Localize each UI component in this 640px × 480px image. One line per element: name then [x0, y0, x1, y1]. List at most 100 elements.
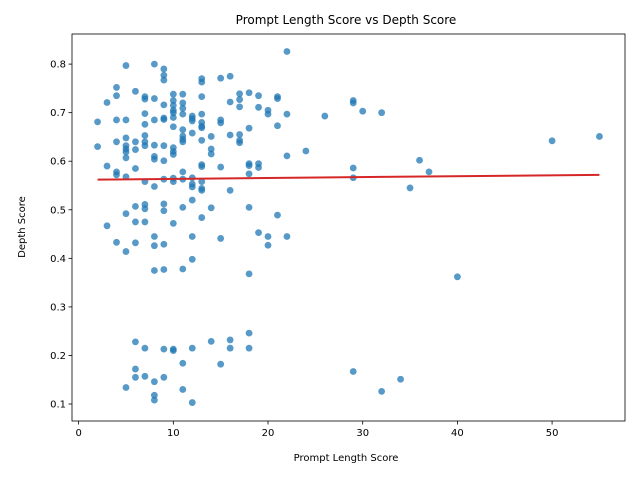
data-point [150, 60, 158, 68]
y-tick-label: 0.5 [50, 205, 66, 216]
data-point [188, 183, 196, 191]
data-point [122, 154, 130, 162]
data-point [236, 90, 244, 98]
data-point [141, 344, 149, 352]
data-point [150, 141, 158, 149]
data-point [150, 233, 158, 240]
data-point [198, 163, 206, 170]
x-tick-label: 40 [451, 428, 464, 439]
data-point [198, 136, 206, 144]
data-point [150, 267, 158, 274]
data-point [169, 347, 177, 354]
data-point [169, 151, 177, 158]
data-point [122, 134, 130, 142]
data-point [217, 360, 225, 368]
trend-line [97, 173, 600, 181]
data-point [264, 241, 272, 249]
data-point [255, 164, 262, 171]
data-point [179, 138, 187, 146]
data-point [141, 95, 149, 103]
data-point [150, 242, 158, 250]
x-axis-label: Prompt Length Score [294, 453, 399, 464]
data-point [198, 110, 206, 118]
data-point [179, 126, 187, 134]
data-point [179, 203, 187, 211]
data-point [103, 222, 111, 230]
data-point [255, 103, 262, 111]
data-point [141, 110, 149, 118]
data-point [169, 90, 177, 98]
data-point [302, 147, 310, 155]
y-tick-label: 0.3 [50, 302, 66, 313]
data-point [113, 171, 120, 179]
data-point [217, 235, 225, 242]
data-point [207, 204, 215, 212]
data-point [103, 99, 111, 106]
data-point [226, 98, 234, 106]
data-point [217, 119, 225, 127]
data-point [264, 233, 272, 240]
data-point [188, 233, 196, 240]
data-point [169, 109, 177, 117]
data-point [160, 200, 168, 208]
data-point [548, 137, 556, 145]
y-tick-label: 0.2 [50, 351, 66, 362]
data-point [236, 131, 244, 138]
data-point [160, 266, 168, 273]
x-tick-label: 20 [262, 428, 275, 439]
data-point [160, 157, 168, 165]
data-point [132, 218, 139, 226]
y-tick-label: 0.7 [50, 108, 66, 119]
data-point [198, 186, 206, 194]
data-point [236, 139, 244, 147]
data-point [226, 186, 234, 194]
y-tick-label: 0.8 [50, 60, 66, 71]
data-point [113, 238, 120, 246]
data-point [255, 92, 262, 100]
data-point [378, 387, 386, 395]
data-point [141, 142, 149, 150]
data-point [188, 399, 196, 406]
data-point [198, 93, 206, 101]
data-point [150, 155, 158, 163]
data-point [207, 150, 215, 158]
data-point [122, 248, 130, 255]
data-point [198, 78, 206, 86]
data-point [283, 110, 291, 118]
data-point [245, 89, 253, 97]
data-point [179, 386, 187, 393]
points-layer [94, 48, 603, 406]
data-point [226, 72, 234, 80]
data-point [169, 97, 177, 104]
data-point [141, 205, 149, 213]
data-point [169, 123, 177, 131]
data-point [132, 338, 139, 346]
data-point [188, 344, 196, 352]
data-point [179, 359, 187, 367]
y-axis-label: Depth Score [17, 196, 28, 258]
data-point [283, 48, 291, 55]
data-point [245, 344, 253, 352]
data-point [169, 219, 177, 227]
x-tick-label: 0 [75, 428, 81, 439]
data-point [169, 114, 177, 121]
data-point [207, 133, 215, 140]
data-point [132, 146, 139, 153]
data-point [103, 162, 111, 170]
data-point [321, 112, 329, 120]
data-point [198, 178, 206, 186]
data-point [141, 372, 149, 380]
data-point [150, 396, 158, 404]
data-point [150, 183, 158, 190]
data-point [179, 99, 187, 107]
data-point [160, 240, 168, 248]
data-point [141, 132, 149, 139]
data-point [274, 211, 281, 219]
y-tick-label: 0.4 [50, 254, 66, 265]
x-tick-label: 30 [356, 428, 369, 439]
data-point [416, 156, 423, 164]
data-point [113, 116, 120, 124]
data-point [160, 65, 168, 73]
data-point [255, 229, 262, 237]
